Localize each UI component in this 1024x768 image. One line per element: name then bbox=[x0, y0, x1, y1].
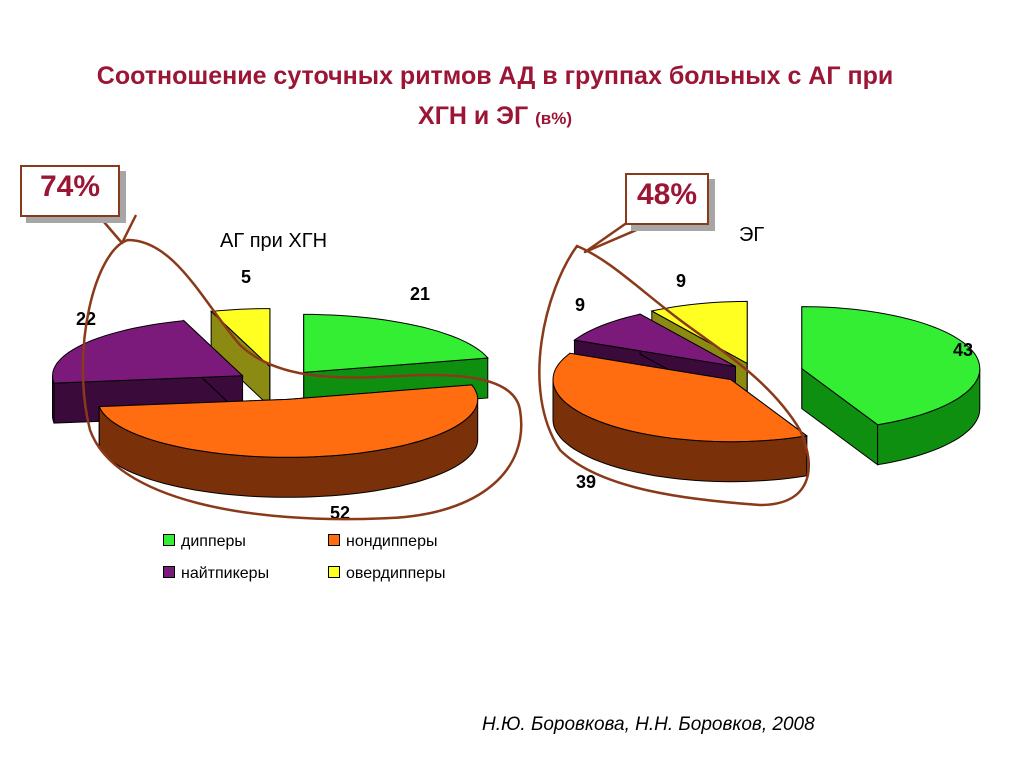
legend-label-dippers: дипперы bbox=[181, 533, 246, 550]
highlight-loop-right bbox=[538, 244, 810, 507]
data-label-2-nondippers: 39 bbox=[576, 472, 596, 492]
title-line-2-text: ХГН и ЭГ bbox=[418, 102, 529, 130]
legend-swatch-dippers bbox=[163, 534, 175, 546]
legend-label-nightpeakers: найтпикеры bbox=[181, 565, 270, 582]
legend-item-nightpeakers: найтпикеры bbox=[163, 565, 269, 583]
legend-swatch-nightpeakers bbox=[163, 566, 175, 578]
title-line-2: ХГН и ЭГ (в%) bbox=[0, 96, 990, 139]
slice-top-nightpeakers bbox=[573, 313, 736, 367]
legend-swatch-nondippers bbox=[328, 534, 340, 546]
title-unit: (в%) bbox=[535, 109, 572, 128]
slice-top-overdippers bbox=[210, 308, 271, 368]
legend-swatch-overdippers bbox=[328, 566, 340, 578]
chart-title-right: ЭГ bbox=[739, 224, 765, 246]
data-label-2-overdippers: 9 bbox=[676, 271, 686, 291]
legend-item-nondippers: нондипперы bbox=[328, 533, 437, 551]
slide-title: Соотношение суточных ритмов АД в группах… bbox=[0, 56, 990, 139]
pie-slice-nondippers bbox=[552, 352, 808, 483]
callout-box-left: 74% bbox=[20, 165, 120, 217]
slice-top-dippers bbox=[303, 313, 489, 373]
slice-top-dippers bbox=[801, 306, 981, 426]
pie-chart-2 bbox=[552, 300, 981, 483]
callout-pointer-left bbox=[97, 214, 138, 245]
callout-pointer-right bbox=[583, 220, 656, 254]
legend-item-overdippers: овердипперы bbox=[328, 565, 446, 583]
pie-chart-1 bbox=[52, 308, 489, 498]
title-line-1: Соотношение суточных ритмов АД в группах… bbox=[96, 62, 894, 90]
pie-slice-overdippers bbox=[210, 308, 271, 408]
data-label-1-overdippers: 5 bbox=[241, 267, 251, 287]
slice-top-nondippers bbox=[552, 352, 808, 443]
chart-title-left: АГ при ХГН bbox=[220, 230, 328, 252]
pie-slice-dippers bbox=[801, 306, 981, 466]
slice-top-nightpeakers bbox=[52, 320, 244, 384]
highlight-loop-left bbox=[81, 238, 523, 521]
data-label-2-nightpeakers: 9 bbox=[575, 295, 585, 315]
slice-top-nondippers bbox=[98, 384, 479, 458]
footer-citation: Н.Ю. Боровкова, Н.Н. Боровков, 2008 bbox=[482, 714, 815, 735]
legend-label-nondippers: нондипперы bbox=[346, 533, 438, 550]
legend-label-overdippers: овердипперы bbox=[346, 565, 446, 582]
data-label-1-dippers: 21 bbox=[410, 284, 430, 304]
callout-box-right: 48% bbox=[625, 173, 709, 225]
legend-item-dippers: дипперы bbox=[163, 533, 246, 551]
pie-slice-nondippers bbox=[98, 384, 479, 498]
data-label-2-dippers: 43 bbox=[953, 340, 973, 360]
